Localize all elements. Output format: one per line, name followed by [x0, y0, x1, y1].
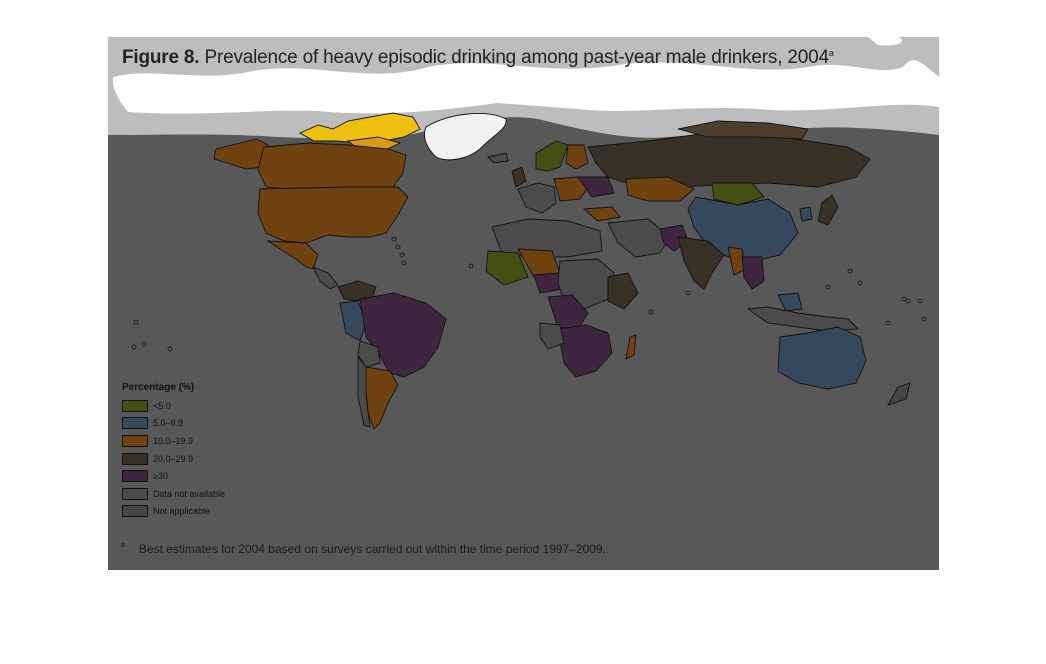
footnote-mark: a — [121, 542, 125, 549]
finland-region — [565, 144, 589, 170]
world-map — [108, 37, 939, 430]
korea-region — [799, 206, 813, 222]
peru-region — [339, 300, 367, 342]
title-footnote-mark: a — [828, 48, 834, 58]
russia-north-region — [677, 120, 809, 140]
canada-region — [257, 142, 407, 190]
central-america-region — [312, 266, 339, 290]
madagascar-region — [625, 334, 637, 360]
australia-region — [777, 326, 867, 390]
west-africa-region — [485, 250, 529, 286]
legend-swatch — [122, 417, 148, 430]
angola-region — [539, 322, 565, 350]
indonesia-region — [746, 306, 860, 332]
kazakhstan-region — [625, 176, 695, 202]
chile-region — [357, 355, 371, 428]
india-region — [677, 236, 725, 290]
bolivia-region — [357, 340, 381, 368]
greenland-region — [424, 113, 507, 161]
argentina-region — [365, 366, 399, 430]
footnote: a Best estimates for 2004 based on survey… — [121, 542, 606, 556]
legend-label: ≥30 — [153, 471, 168, 482]
legend-item: Data not available — [122, 485, 225, 503]
western-europe-region — [517, 182, 557, 214]
congo-region — [547, 294, 589, 330]
legend-item: 5.0–9.9 — [122, 415, 225, 433]
mongolia-region — [711, 182, 765, 206]
iceland-region — [487, 152, 509, 164]
legend-label: 5.0–9.9 — [153, 418, 184, 429]
norway-region — [535, 140, 569, 172]
top-right-white — [868, 37, 902, 46]
footnote-text: Best estimates for 2004 based on surveys… — [138, 542, 606, 556]
legend-title: Percentage (%) — [122, 382, 195, 393]
turkey-region — [582, 206, 621, 222]
new-zealand-region — [887, 382, 911, 406]
legend-swatch — [122, 505, 148, 518]
borneo-region — [777, 292, 803, 312]
eastern-europe-region — [577, 176, 615, 198]
top-white-region — [112, 60, 939, 114]
arctic-islands-region — [299, 112, 421, 144]
map-figure: Figure 8. Prevalence of heavy episodic d… — [108, 37, 939, 570]
china-region — [687, 196, 799, 262]
legend-item: Not applicable — [122, 503, 225, 521]
indochina-region — [741, 256, 765, 290]
central-europe-region — [553, 176, 589, 202]
legend-swatch — [122, 470, 148, 483]
legend-label: 10.0–19.9 — [153, 435, 194, 446]
legend-item: <5.0 — [122, 397, 225, 415]
figure-title: Figure 8. Prevalence of heavy episodic d… — [122, 47, 834, 69]
alaska-region — [213, 138, 269, 170]
japan-region — [817, 194, 839, 226]
figure-label: Figure 8. — [122, 47, 200, 68]
legend-label: <5.0 — [153, 400, 171, 411]
middle-east-region — [607, 218, 671, 258]
southern-africa-region — [557, 324, 613, 378]
legend-label: 20.0–29.9 — [153, 453, 194, 464]
legend-item: 20.0–29.9 — [122, 450, 225, 468]
legend-swatch — [122, 434, 148, 447]
legend-swatch — [122, 487, 148, 500]
legend-item: 10.0–19.9 — [122, 432, 225, 450]
legend-label: Not applicable — [153, 506, 211, 517]
map-legend: Percentage (%) <5.0 5.0–9.9 10.0–19.9 20… — [122, 382, 225, 520]
mexico-region — [266, 240, 319, 270]
east-africa-region — [607, 272, 639, 310]
legend-swatch — [122, 399, 148, 412]
usa-region — [257, 186, 409, 244]
legend-swatch — [122, 452, 148, 465]
legend-item: ≥30 — [122, 467, 225, 485]
uk-region — [511, 166, 527, 188]
figure-title-text: Prevalence of heavy episodic drinking am… — [204, 47, 829, 68]
legend-label: Data not available — [153, 488, 226, 499]
